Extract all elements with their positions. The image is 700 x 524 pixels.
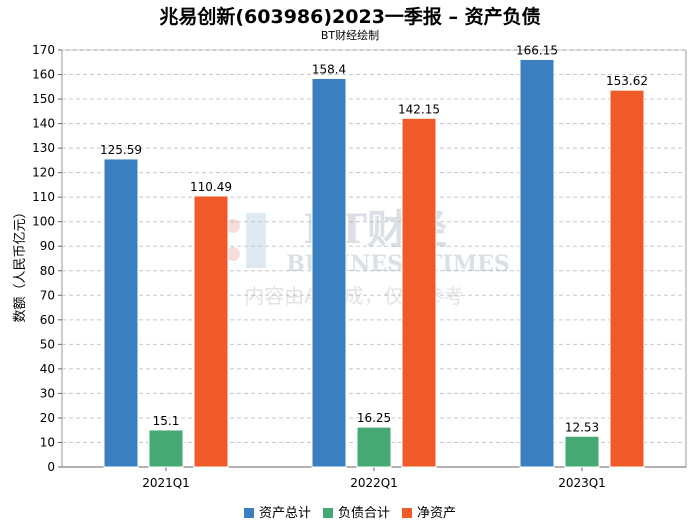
- data-label: 125.59: [100, 143, 142, 157]
- legend-label: 资产总计: [258, 506, 311, 521]
- y-tick-label: 10: [40, 435, 55, 449]
- chart-subtitle: BT财经绘制: [320, 29, 380, 42]
- y-tick-label: 170: [32, 43, 55, 57]
- legend-item: 资产总计: [243, 502, 311, 521]
- legend-item: 净资产: [402, 502, 456, 521]
- y-tick-label: 130: [32, 141, 55, 155]
- y-tick-label: 160: [32, 68, 55, 82]
- data-label: 158.4: [312, 62, 346, 76]
- y-tick-label: 110: [32, 190, 55, 204]
- bar: [609, 89, 645, 468]
- bar: [148, 429, 184, 468]
- legend-item: 负债合计: [322, 502, 390, 521]
- chart-title: 兆易创新(603986)2023一季报 – 资产负债: [159, 6, 541, 28]
- legend-label: 净资产: [417, 506, 457, 521]
- bars: [103, 58, 645, 468]
- y-tick-label: 140: [32, 117, 55, 131]
- legend-swatch: [402, 508, 412, 518]
- bar: [103, 158, 139, 468]
- bar: [311, 77, 347, 468]
- data-label: 15.1: [153, 414, 180, 428]
- y-tick-label: 90: [40, 239, 55, 253]
- bar: [401, 117, 437, 468]
- bar: [564, 435, 600, 468]
- y-axis-label: 数额（人民币亿元）: [13, 205, 28, 322]
- legend-swatch: [243, 508, 254, 518]
- y-tick-label: 70: [40, 288, 55, 302]
- data-label: 142.15: [398, 102, 440, 116]
- y-tick-label: 60: [40, 313, 55, 327]
- y-tick-label: 120: [32, 166, 55, 180]
- y-tick-label: 100: [32, 215, 55, 229]
- data-label: 16.25: [357, 411, 391, 425]
- data-label: 12.53: [565, 420, 599, 434]
- data-labels: 125.59 15.1 110.49 158.4 16.25 142.15 166.15 12…: [100, 43, 648, 434]
- x-tick-label: 2023Q1: [558, 476, 606, 490]
- y-tick-label: 50: [40, 337, 55, 351]
- bar: [193, 195, 229, 468]
- watermark-logo-dot: [226, 219, 240, 233]
- bar-chart: BT财经 BUSINESS TIMES 内容由AI生成，仅供参考 0102030…: [13, 43, 687, 490]
- legend-swatch: [322, 508, 333, 518]
- bar: [519, 58, 555, 468]
- legend-label: 负债合计: [337, 506, 390, 521]
- data-label: 166.15: [516, 43, 558, 57]
- y-tick-label: 80: [40, 264, 55, 278]
- data-label: 153.62: [606, 74, 648, 88]
- y-tick-label: 40: [40, 362, 55, 376]
- legend: 资产总计 负债合计 净资产: [0, 502, 700, 521]
- watermark-logo-dot: [226, 247, 240, 261]
- y-tick-label: 20: [40, 411, 55, 425]
- y-tick-label: 0: [47, 460, 55, 474]
- bar: [356, 426, 392, 468]
- y-tick-label: 30: [40, 386, 55, 400]
- x-tick-label: 2022Q1: [350, 476, 398, 490]
- data-label: 110.49: [190, 180, 232, 194]
- y-tick-label: 150: [32, 92, 55, 106]
- x-tick-label: 2021Q1: [142, 476, 190, 490]
- watermark-logo-block: [246, 213, 266, 268]
